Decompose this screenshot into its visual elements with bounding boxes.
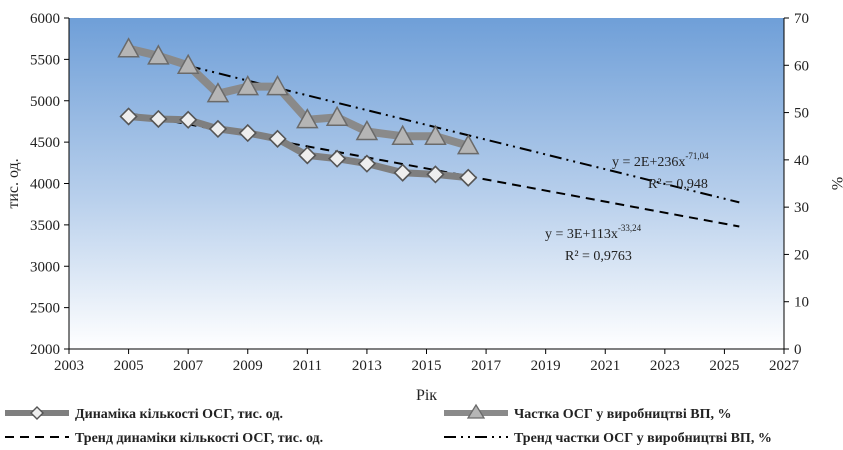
x-tick-label: 2011 — [293, 358, 322, 374]
data-point-count — [426, 165, 445, 184]
data-point-count — [119, 107, 138, 126]
y-right-tick-label: 70 — [794, 11, 809, 27]
data-point-share — [266, 75, 289, 96]
data-point-share — [424, 124, 447, 145]
data-point-share — [296, 108, 319, 129]
x-tick-label: 2027 — [769, 358, 800, 374]
data-point-count — [393, 163, 412, 182]
y-right-tick-label: 20 — [794, 247, 809, 263]
data-point-count — [357, 154, 377, 173]
legend-swatch-share-marker — [466, 403, 486, 419]
data-point-count — [327, 149, 347, 168]
y-left-tick-label: 3500 — [30, 218, 60, 234]
x-tick-label: 2023 — [650, 358, 680, 374]
x-tick-label: 2025 — [709, 358, 739, 374]
data-point-share — [325, 105, 349, 127]
data-point-share — [206, 82, 230, 103]
equation-share-trend: y = 2E+236x-71,04 — [612, 151, 709, 170]
y-right-tick-label: 50 — [794, 106, 809, 122]
y-left-tick-label: 2500 — [30, 301, 60, 317]
equation-share-trend-main: y = 2E+236x — [612, 155, 685, 170]
equation-share-trend-exponent: -71,04 — [685, 151, 709, 161]
y-right-tick-label: 60 — [794, 58, 809, 74]
legend-label: Частка ОСГ у виробництві ВП, % — [514, 407, 731, 422]
data-point-share — [391, 124, 414, 145]
y-right-axis-title: % — [828, 177, 843, 190]
y-left-tick-label: 5500 — [30, 52, 60, 68]
x-axis-title: Рік — [416, 387, 437, 404]
trend-line-count — [128, 112, 740, 228]
data-point-share — [117, 37, 140, 58]
y-left-tick-label: 4000 — [30, 177, 60, 193]
data-point-count — [149, 109, 168, 129]
data-point-count — [238, 123, 257, 143]
data-point-count — [298, 146, 317, 165]
equation-count-trend-exponent: -33,24 — [618, 223, 642, 233]
x-tick-label: 2021 — [590, 358, 620, 374]
y-left-tick-label: 2000 — [30, 342, 60, 358]
x-tick-label: 2003 — [54, 358, 84, 374]
data-point-count — [208, 119, 228, 139]
y-left-tick-label: 5000 — [30, 94, 60, 110]
x-tick-label: 2009 — [233, 358, 263, 374]
y-right-tick-label: 0 — [794, 342, 802, 358]
y-right-tick-label: 30 — [794, 200, 809, 216]
r-squared-count-trend: R² = 0,9763 — [565, 249, 632, 264]
legend-label: Тренд частки ОСГ у виробництві ВП, % — [514, 431, 772, 445]
y-right-tick-label: 10 — [794, 295, 809, 311]
legend-label: Тренд динаміки кількості ОСГ, тис. од. — [75, 431, 323, 445]
y-left-tick-label: 4500 — [30, 135, 60, 151]
data-point-share — [236, 75, 260, 96]
r-squared-share-trend: R² = 0,948 — [648, 177, 708, 192]
y-left-tick-label: 6000 — [30, 11, 60, 27]
y-left-tick-label: 3000 — [30, 259, 60, 275]
data-point-share — [147, 44, 170, 65]
data-point-share — [176, 53, 200, 75]
data-point-share — [355, 119, 379, 141]
x-tick-label: 2019 — [531, 358, 561, 374]
data-point-count — [459, 168, 478, 187]
legend-swatch-count-marker — [30, 406, 44, 420]
data-point-count — [268, 129, 287, 148]
data-point-count — [179, 110, 198, 129]
x-tick-label: 2005 — [114, 358, 144, 374]
data-point-share — [456, 134, 480, 155]
equation-count-trend: y = 3E+113x-33,24 — [545, 223, 642, 242]
y-left-axis-title: тис. од. — [5, 158, 22, 208]
x-tick-label: 2017 — [471, 358, 502, 374]
y-right-tick-label: 40 — [794, 153, 809, 169]
legend-label: Динаміка кількості ОСГ, тис. од. — [75, 407, 283, 422]
x-tick-label: 2013 — [352, 358, 382, 374]
x-tick-label: 2007 — [173, 358, 204, 374]
x-tick-label: 2015 — [412, 358, 442, 374]
trend-line-share — [128, 50, 740, 204]
equation-count-trend-main: y = 3E+113x — [545, 227, 618, 242]
